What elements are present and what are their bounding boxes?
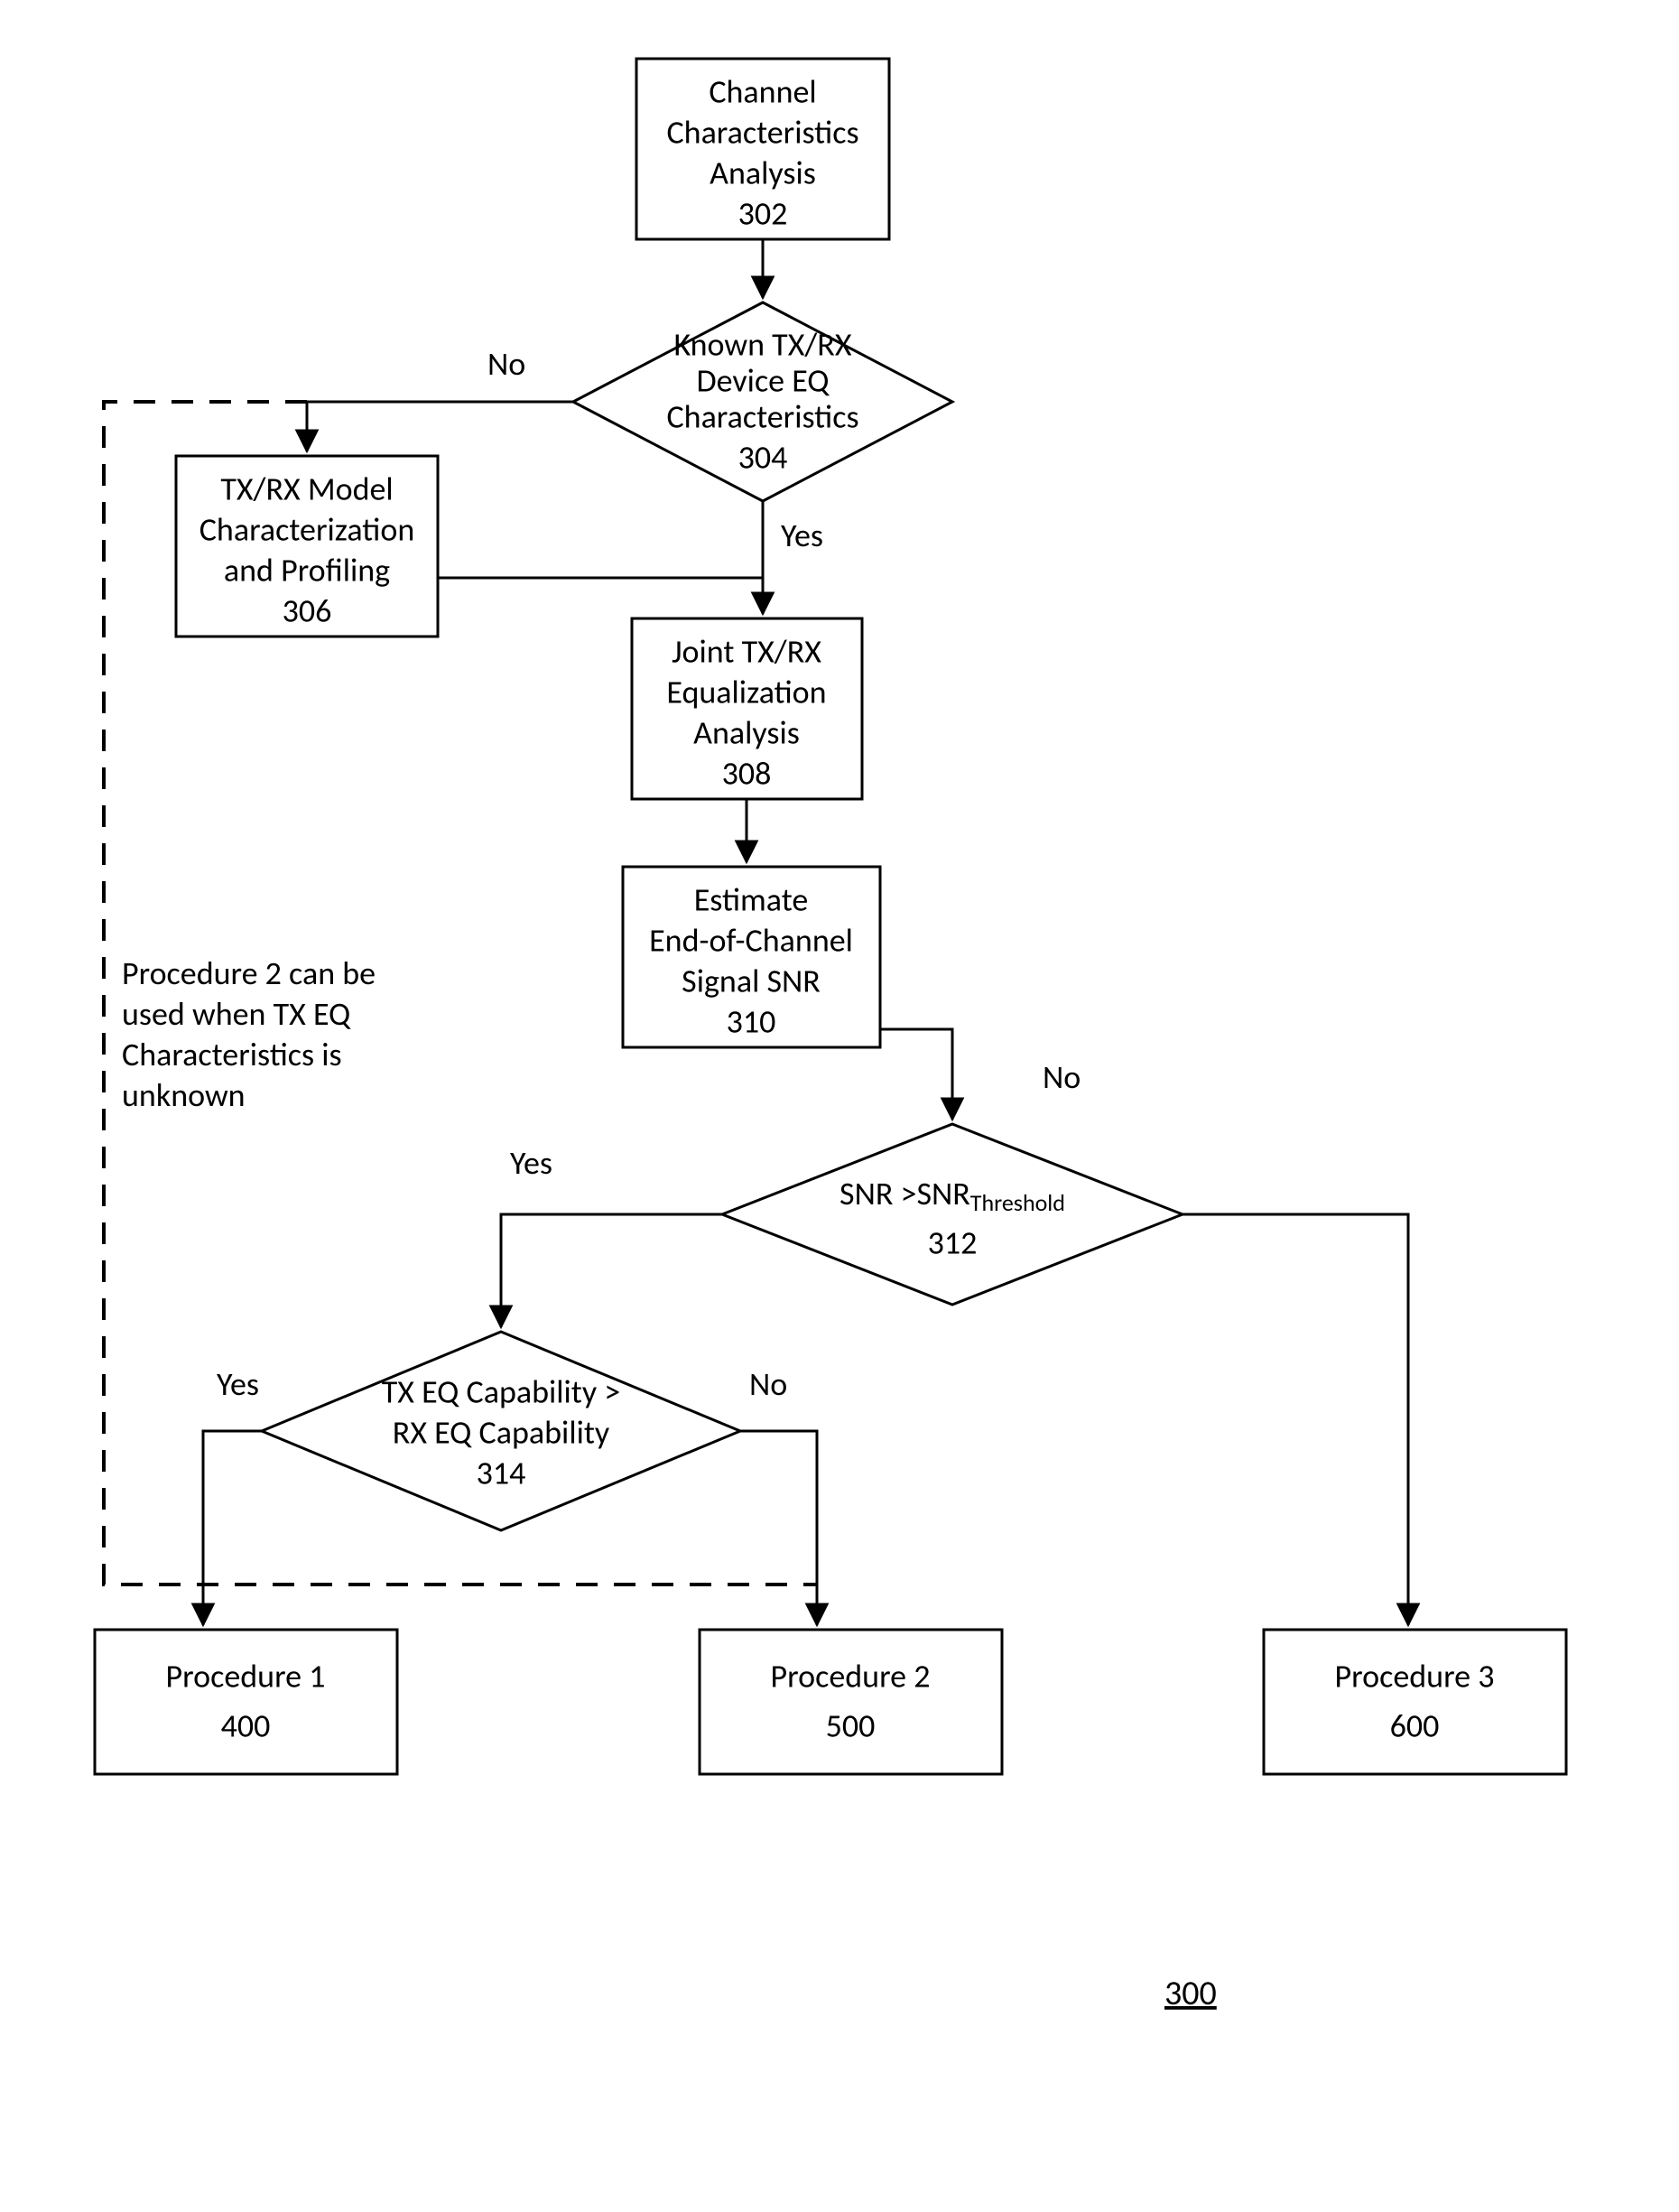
edge-312-600: [1183, 1214, 1408, 1625]
flowchart: Channel Characteristics Analysis 302 Kno…: [0, 0, 1679, 2212]
node-302-l1: Channel: [709, 72, 816, 112]
node-500-l1: Procedure 2: [771, 1657, 931, 1696]
node-312: [722, 1124, 1183, 1305]
node-312-l2: 312: [928, 1223, 978, 1263]
node-306-l1: TX/RX Model: [220, 469, 393, 509]
note-l3: Characteristics is: [122, 1035, 342, 1074]
node-314-l3: 314: [477, 1454, 526, 1493]
node-600-l2: 600: [1390, 1706, 1440, 1746]
node-310-l1: Estimate: [694, 880, 809, 920]
node-400: [95, 1630, 397, 1774]
node-306-l3: and Profiling: [224, 551, 390, 590]
node-304-l3: Characteristics: [666, 397, 858, 437]
edge-310-312: [880, 1029, 952, 1120]
edge-314-400: [203, 1431, 262, 1625]
note-l1: Procedure 2 can be: [122, 953, 376, 993]
node-304-l2: Device EQ: [697, 361, 830, 401]
node-306-l4: 306: [283, 591, 332, 631]
node-600: [1264, 1630, 1566, 1774]
node-310-l3: Signal SNR: [682, 962, 821, 1001]
node-314-l1: TX EQ Capability >: [382, 1372, 620, 1412]
node-304-l4: 304: [738, 438, 788, 478]
node-600-l1: Procedure 3: [1335, 1657, 1495, 1696]
edge-304-306: [307, 402, 573, 451]
node-500-l2: 500: [826, 1706, 876, 1746]
note-l2: used when TX EQ: [122, 994, 351, 1034]
node-310-l4: 310: [727, 1002, 776, 1042]
node-302-l2: Characteristics: [666, 113, 858, 153]
node-500: [700, 1630, 1002, 1774]
edge-312-314: [501, 1214, 722, 1327]
label-304-yes: Yes: [781, 516, 823, 555]
node-306-l2: Characterization: [199, 510, 415, 550]
node-304-l1: Known TX/RX: [673, 325, 851, 365]
node-308-l1: Joint TX/RX: [672, 632, 821, 672]
diagram-label: 300: [1164, 1973, 1217, 2014]
label-314-no: No: [749, 1364, 787, 1404]
node-302-l4: 302: [738, 194, 788, 234]
label-312-no: No: [1043, 1057, 1081, 1097]
node-308-l4: 308: [722, 754, 772, 794]
label-304-no: No: [487, 344, 525, 384]
label-314-yes: Yes: [217, 1364, 259, 1404]
node-310-l2: End-of-Channel: [649, 921, 853, 961]
note-l4: unknown: [122, 1075, 246, 1115]
node-400-l1: Procedure 1: [166, 1657, 326, 1696]
node-302-l3: Analysis: [710, 153, 816, 193]
node-314-l2: RX EQ Capability: [393, 1413, 610, 1453]
node-308-l3: Analysis: [693, 713, 800, 753]
node-400-l2: 400: [221, 1706, 271, 1746]
node-308-l2: Equalization: [666, 673, 826, 712]
label-312-yes: Yes: [510, 1143, 552, 1183]
edge-314-500: [740, 1431, 817, 1625]
